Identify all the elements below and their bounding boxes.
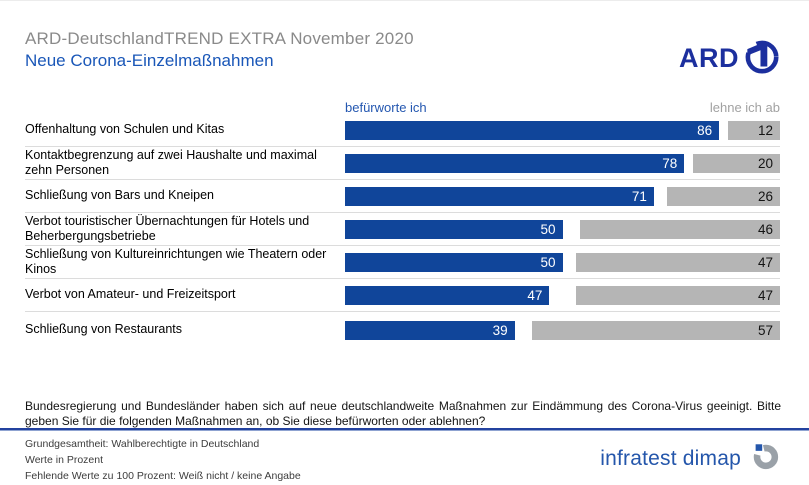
approve-bar: 86 <box>345 120 720 140</box>
approve-bar-value: 47 <box>527 287 543 303</box>
category-label: Schließung von Restaurants <box>25 322 183 337</box>
approve-bar: 78 <box>345 153 685 173</box>
chart-row: Verbot touristischer Übernachtungen für … <box>25 213 780 246</box>
ard-one-circle-icon <box>740 35 782 82</box>
ard-logo: ARD <box>679 35 782 82</box>
reject-bar: 57 <box>532 320 780 340</box>
chart-row: Kontaktbegrenzung auf zwei Haushalte und… <box>25 147 780 180</box>
approve-bar-value: 86 <box>697 122 713 138</box>
approve-bar: 47 <box>345 285 550 305</box>
reject-bar-value: 20 <box>757 155 773 171</box>
chart-row: Schließung von Restaurants 39 57 <box>25 312 780 348</box>
reject-bar: 26 <box>666 186 780 206</box>
category-label: Schließung von Bars und Kneipen <box>25 188 215 203</box>
reject-bar-value: 46 <box>757 221 773 237</box>
reject-bar-value: 57 <box>757 322 773 338</box>
reject-bar: 46 <box>579 219 780 239</box>
reject-bar: 47 <box>575 252 780 272</box>
legend-approve: befürworte ich <box>345 100 427 115</box>
page-title: ARD-DeutschlandTREND EXTRA November 2020 <box>25 29 414 48</box>
bar-track: 47 47 <box>345 285 780 305</box>
infratest-dimap-icon <box>750 441 780 476</box>
category-label: Verbot touristischer Übernachtungen für … <box>25 213 310 243</box>
category-label: Schließung von Kultureinrichtungen wie T… <box>25 246 327 276</box>
reject-bar-value: 47 <box>757 287 773 303</box>
bar-track: 78 20 <box>345 153 780 173</box>
bar-track: 71 26 <box>345 186 780 206</box>
infratest-dimap-logo-text: infratest dimap <box>600 446 741 470</box>
reject-bar-value: 12 <box>757 122 773 138</box>
chart-row: Offenhaltung von Schulen und Kitas 86 12 <box>25 114 780 147</box>
footer-divider <box>0 428 809 431</box>
approve-bar-value: 71 <box>631 188 647 204</box>
reject-bar: 20 <box>693 153 780 173</box>
chart-row: Schließung von Kultureinrichtungen wie T… <box>25 246 780 279</box>
approve-bar-value: 50 <box>540 221 556 237</box>
reject-bar: 47 <box>575 285 780 305</box>
ard-logo-text: ARD <box>679 43 739 73</box>
legend-reject: lehne ich ab <box>709 100 780 115</box>
chart-rows: Offenhaltung von Schulen und Kitas 86 12 Ko… <box>25 114 780 348</box>
bar-track: 86 12 <box>345 120 780 140</box>
approve-bar-value: 39 <box>492 322 508 338</box>
survey-question: Bundesregierung und Bundesländer haben s… <box>25 399 781 429</box>
approve-bar: 39 <box>345 320 515 340</box>
methodology-notes: Grundgesamtheit: Wahlberechtigte in Deut… <box>25 437 301 484</box>
approve-bar-value: 50 <box>540 254 556 270</box>
chart-row: Verbot von Amateur- und Freizeitsport 47 4… <box>25 279 780 312</box>
chart-row: Schließung von Bars und Kneipen 71 26 <box>25 180 780 213</box>
infratest-dimap-logo: infratest dimap <box>600 441 780 476</box>
category-label: Verbot von Amateur- und Freizeitsport <box>25 287 236 302</box>
page-subtitle: Neue Corona-Einzelmaßnahmen <box>25 51 274 70</box>
reject-bar: 12 <box>727 120 780 140</box>
bar-track: 39 57 <box>345 320 780 340</box>
bar-track: 50 47 <box>345 252 780 272</box>
approve-bar: 50 <box>345 219 563 239</box>
category-label: Kontaktbegrenzung auf zwei Haushalte und… <box>25 147 317 177</box>
note-line: Grundgesamtheit: Wahlberechtigte in Deut… <box>25 438 260 450</box>
approve-bar: 50 <box>345 252 563 272</box>
approve-bar: 71 <box>345 186 654 206</box>
reject-bar-value: 47 <box>757 254 773 270</box>
category-label: Offenhaltung von Schulen und Kitas <box>25 122 225 137</box>
note-line: Fehlende Werte zu 100 Prozent: Weiß nich… <box>25 469 301 482</box>
reject-bar-value: 26 <box>757 188 773 204</box>
note-line: Werte in Prozent <box>25 453 104 466</box>
bar-track: 50 46 <box>345 219 780 239</box>
approve-bar-value: 78 <box>662 155 678 171</box>
